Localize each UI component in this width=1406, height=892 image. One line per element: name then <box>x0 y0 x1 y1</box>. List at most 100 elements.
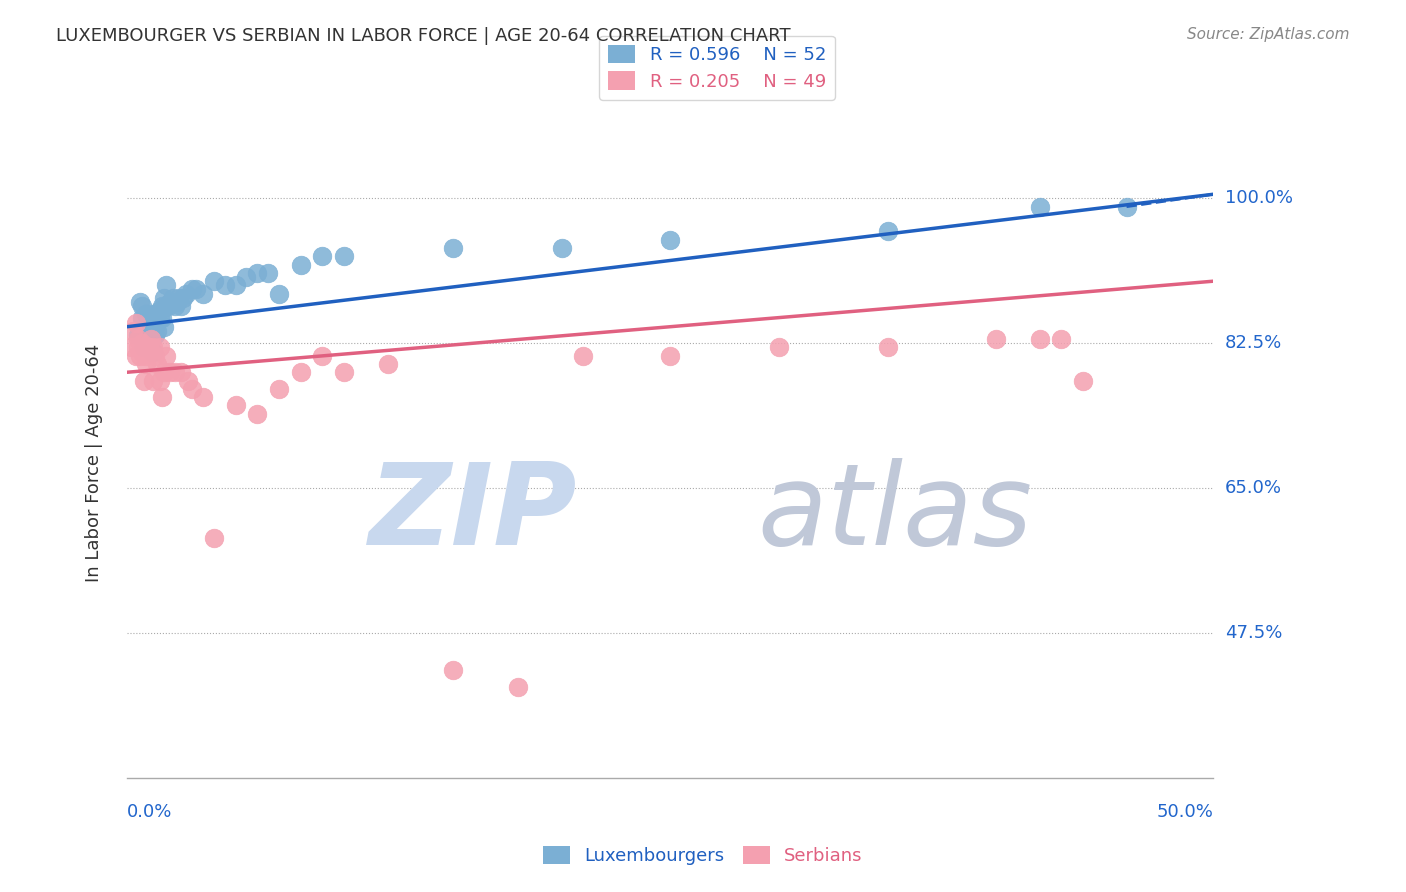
Text: 82.5%: 82.5% <box>1225 334 1282 352</box>
Point <box>148 303 170 318</box>
Point <box>170 365 193 379</box>
Y-axis label: In Labor Force | Age 20-64: In Labor Force | Age 20-64 <box>86 344 103 582</box>
Point <box>214 278 236 293</box>
Point <box>148 374 170 388</box>
Point <box>153 365 176 379</box>
Point <box>120 340 142 354</box>
Point <box>124 316 146 330</box>
Legend: R = 0.596    N = 52, R = 0.205    N = 49: R = 0.596 N = 52, R = 0.205 N = 49 <box>599 36 835 100</box>
Text: 47.5%: 47.5% <box>1225 624 1282 642</box>
Point <box>150 390 173 404</box>
Point <box>135 307 157 321</box>
Point <box>131 336 153 351</box>
Point <box>146 307 169 321</box>
Point <box>135 349 157 363</box>
Point <box>135 357 157 371</box>
Point <box>191 390 214 404</box>
Point <box>202 274 225 288</box>
Point <box>139 332 162 346</box>
Point <box>333 365 356 379</box>
Point <box>186 283 208 297</box>
Text: atlas: atlas <box>756 458 1032 569</box>
Point <box>172 291 194 305</box>
Point <box>1115 200 1137 214</box>
Point <box>290 365 312 379</box>
Point <box>124 349 146 363</box>
Text: 0.0%: 0.0% <box>127 803 173 822</box>
Point <box>142 340 165 354</box>
Point <box>177 374 200 388</box>
Point <box>202 531 225 545</box>
Legend: Luxembourgers, Serbians: Luxembourgers, Serbians <box>534 837 872 874</box>
Point <box>155 349 177 363</box>
Point <box>138 332 160 346</box>
Point <box>174 286 197 301</box>
Point <box>138 340 160 354</box>
Point <box>159 294 181 309</box>
Point <box>139 324 162 338</box>
Point <box>1028 200 1050 214</box>
Point <box>1071 374 1094 388</box>
Point <box>138 344 160 359</box>
Point <box>157 299 180 313</box>
Point <box>148 340 170 354</box>
Point <box>146 357 169 371</box>
Point <box>246 407 269 421</box>
Point <box>225 398 247 412</box>
Point <box>143 328 166 343</box>
Point <box>441 241 464 255</box>
Point <box>134 324 156 338</box>
Point <box>311 249 333 263</box>
Point <box>1028 332 1050 346</box>
Point <box>167 291 190 305</box>
Point <box>131 299 153 313</box>
Point <box>131 311 153 326</box>
Point <box>377 357 399 371</box>
Point <box>163 365 186 379</box>
Point <box>134 340 156 354</box>
Text: Source: ZipAtlas.com: Source: ZipAtlas.com <box>1187 27 1350 42</box>
Point <box>267 286 290 301</box>
Point <box>506 680 529 694</box>
Point <box>572 349 595 363</box>
Point <box>153 319 176 334</box>
Point <box>146 324 169 338</box>
Point <box>155 299 177 313</box>
Point <box>148 311 170 326</box>
Text: 50.0%: 50.0% <box>1157 803 1213 822</box>
Text: 100.0%: 100.0% <box>1225 189 1292 207</box>
Point <box>659 233 682 247</box>
Text: ZIP: ZIP <box>370 458 578 569</box>
Point <box>150 299 173 313</box>
Point <box>129 349 152 363</box>
Text: LUXEMBOURGER VS SERBIAN IN LABOR FORCE | AGE 20-64 CORRELATION CHART: LUXEMBOURGER VS SERBIAN IN LABOR FORCE |… <box>56 27 790 45</box>
Point <box>138 336 160 351</box>
Point <box>134 374 156 388</box>
Point <box>127 328 149 343</box>
Point <box>131 344 153 359</box>
Point <box>162 291 184 305</box>
Point <box>143 319 166 334</box>
Point <box>235 270 257 285</box>
Point <box>290 258 312 272</box>
Point <box>122 324 145 338</box>
Point <box>333 249 356 263</box>
Point <box>127 332 149 346</box>
Point <box>257 266 280 280</box>
Point <box>876 340 898 354</box>
Point <box>150 311 173 326</box>
Point <box>166 294 188 309</box>
Point <box>127 340 149 354</box>
Point <box>876 225 898 239</box>
Point <box>134 340 156 354</box>
Point <box>225 278 247 293</box>
Point <box>311 349 333 363</box>
Point <box>163 299 186 313</box>
Point <box>155 278 177 293</box>
Point <box>129 294 152 309</box>
Point <box>153 291 176 305</box>
Point <box>246 266 269 280</box>
Point <box>142 307 165 321</box>
Point <box>181 283 204 297</box>
Point <box>986 332 1008 346</box>
